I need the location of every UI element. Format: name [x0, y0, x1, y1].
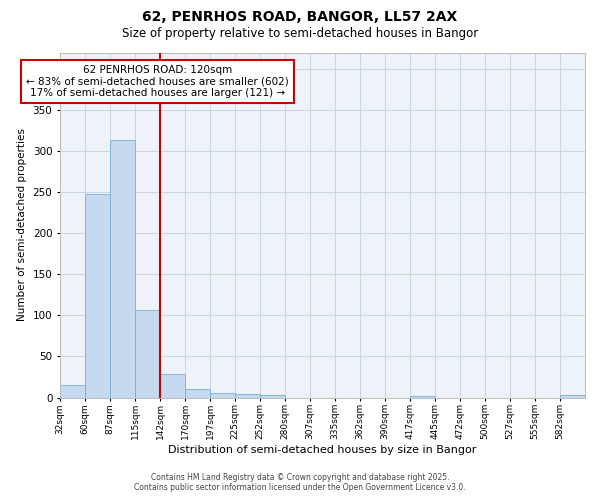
- Y-axis label: Number of semi-detached properties: Number of semi-detached properties: [17, 128, 27, 322]
- Bar: [210, 392, 235, 398]
- Text: Contains HM Land Registry data © Crown copyright and database right 2025.
Contai: Contains HM Land Registry data © Crown c…: [134, 473, 466, 492]
- Bar: [185, 390, 210, 398]
- X-axis label: Distribution of semi-detached houses by size in Bangor: Distribution of semi-detached houses by …: [169, 445, 476, 455]
- Bar: [410, 396, 435, 398]
- Bar: [235, 394, 260, 398]
- Bar: [560, 395, 585, 398]
- Text: 62, PENRHOS ROAD, BANGOR, LL57 2AX: 62, PENRHOS ROAD, BANGOR, LL57 2AX: [142, 10, 458, 24]
- Bar: [85, 194, 110, 398]
- Bar: [135, 310, 160, 398]
- Text: Size of property relative to semi-detached houses in Bangor: Size of property relative to semi-detach…: [122, 28, 478, 40]
- Bar: [260, 395, 285, 398]
- Bar: [60, 385, 85, 398]
- Bar: [160, 374, 185, 398]
- Bar: [110, 140, 135, 398]
- Text: 62 PENRHOS ROAD: 120sqm
← 83% of semi-detached houses are smaller (602)
17% of s: 62 PENRHOS ROAD: 120sqm ← 83% of semi-de…: [26, 65, 289, 98]
